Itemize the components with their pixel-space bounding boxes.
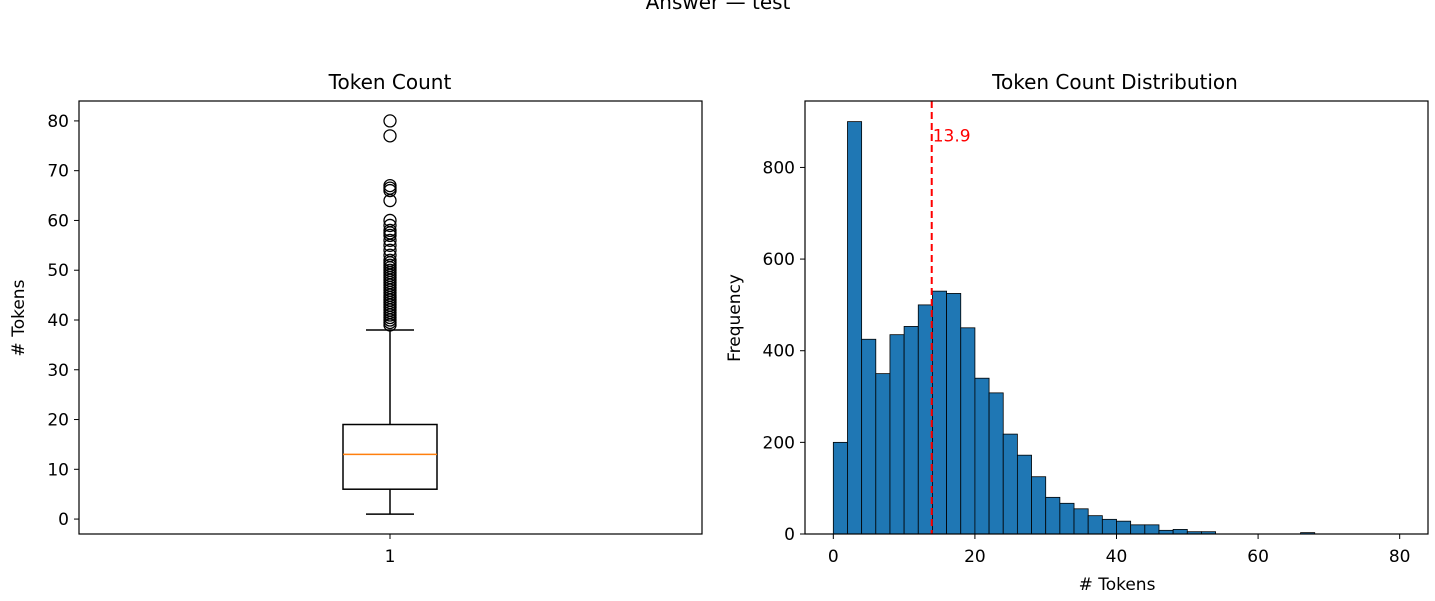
box-outlier-point [383, 253, 397, 267]
histogram-bar [988, 392, 1004, 535]
hist-ytick-label: 800 [763, 158, 795, 178]
histogram-bar [1101, 518, 1117, 535]
box-ytick-label: 50 [47, 261, 69, 281]
histogram-bar [1045, 496, 1061, 535]
box-outlier-point [383, 233, 397, 248]
box-ytick-label: 20 [47, 411, 69, 431]
histogram-bar [847, 121, 863, 535]
box-outlier-point [383, 226, 397, 240]
box-xtick-label: 1 [385, 547, 396, 567]
hist-ytick-label: 200 [763, 433, 795, 453]
histogram-ylabel: Frequency [725, 274, 745, 362]
hist-ytick-label: 400 [763, 342, 795, 362]
histogram-bar [1172, 529, 1188, 535]
hist-xtick-label: 60 [1247, 547, 1269, 567]
hist-ytick-label: 600 [763, 250, 795, 270]
hist-xtick-label: 80 [1389, 547, 1411, 567]
histogram-bar [974, 377, 990, 535]
histogram-bar [1059, 502, 1075, 535]
box-ytick-label: 0 [58, 510, 69, 530]
box-outlier-point [383, 243, 397, 257]
histogram-bar [1130, 524, 1146, 535]
box-ytick-label: 10 [47, 460, 69, 480]
histogram-frame [804, 100, 1429, 535]
box-ytick-label: 70 [47, 162, 69, 182]
histogram-bar [861, 338, 877, 535]
histogram-bar [932, 290, 947, 535]
histogram-bar [917, 304, 933, 535]
box-outlier-point [383, 181, 397, 195]
box-plot-axis-ticks: 0 10 20 30 40 50 60 70 80 1 [47, 112, 395, 567]
histogram-bar [1031, 476, 1047, 535]
box-outlier-point [383, 129, 397, 143]
box-ytick-label: 30 [47, 361, 69, 381]
histogram-bar [889, 334, 905, 535]
histogram-bar [946, 293, 962, 535]
histogram-chart: Token Count Distribution Frequency # Tok… [725, 70, 1429, 595]
histogram-bar [1116, 520, 1132, 535]
box-iqr [342, 423, 438, 490]
box-plot-frame [78, 100, 703, 535]
hist-ytick-label: 0 [784, 525, 795, 545]
histogram-bar [1087, 515, 1103, 535]
histogram-title: Token Count Distribution [991, 70, 1238, 94]
hist-xtick-label: 40 [1106, 547, 1128, 567]
histogram-bar [903, 326, 919, 535]
box-outlier-point [383, 114, 397, 128]
box-ytick-label: 40 [47, 311, 69, 331]
box-plot-title: Token Count [328, 70, 452, 94]
figure-suptitle: Answer — test [646, 0, 791, 14]
hist-xtick-label: 20 [964, 547, 986, 567]
box-outlier-point [383, 213, 397, 228]
histogram-mean-label: 13.9 [933, 126, 971, 146]
box-plot-chart: Token Count # Tokens 0 10 20 30 40 50 60 70 80 1 [9, 70, 703, 567]
hist-xtick-label: 0 [828, 547, 839, 567]
box-plot-ylabel: # Tokens [9, 279, 29, 356]
box-ytick-label: 80 [47, 112, 69, 132]
histogram-bar [875, 373, 891, 535]
histogram-bar [960, 327, 976, 535]
histogram-bars [832, 121, 1316, 535]
box-outlier-point [383, 248, 397, 262]
box-outlier-point [383, 178, 397, 193]
box-outlier-point [383, 223, 397, 238]
histogram-bar [1144, 524, 1160, 535]
histogram-bar [832, 441, 848, 535]
histogram-bar [1002, 433, 1018, 535]
box-ytick-label: 60 [47, 211, 69, 231]
histogram-bar [1073, 508, 1089, 535]
box-plot-marks [342, 114, 438, 515]
histogram-xlabel: # Tokens [1079, 575, 1156, 595]
box-outlier-point [383, 218, 397, 233]
histogram-bar [1016, 454, 1032, 535]
